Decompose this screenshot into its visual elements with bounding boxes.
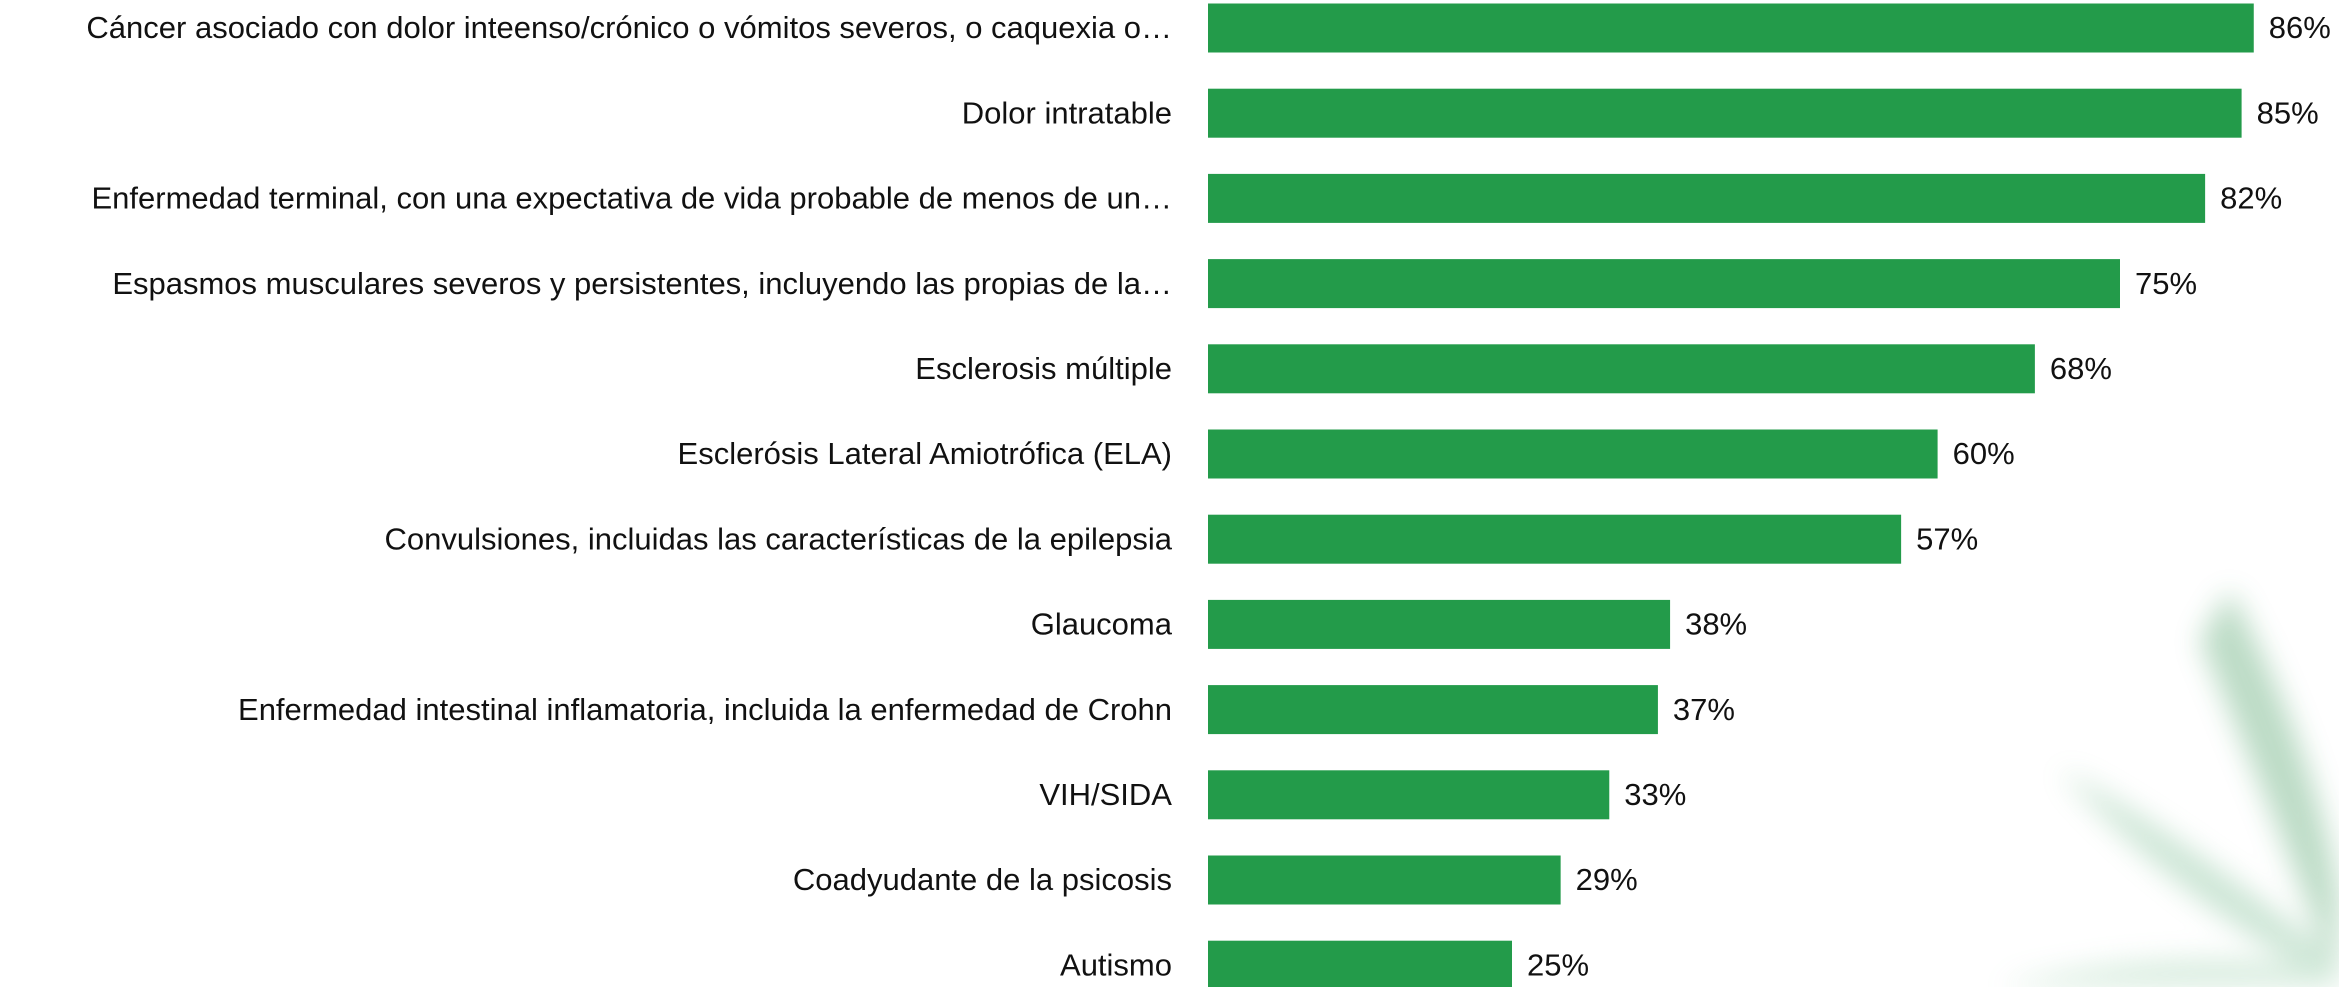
category-label: Enfermedad terminal, con una expectativa…: [91, 181, 1172, 216]
category-label: Dolor intratable: [962, 95, 1172, 130]
bar: [1208, 3, 2254, 53]
category-label: Cáncer asociado con dolor inteenso/cróni…: [86, 10, 1172, 45]
leaf-decoration: [2000, 590, 2339, 987]
category-label: Espasmos musculares severos y persistent…: [112, 266, 1172, 301]
bar: [1208, 88, 2242, 138]
category-label: Coadyudante de la psicosis: [793, 862, 1172, 897]
bar: [1208, 344, 2035, 394]
value-label: 75%: [2135, 266, 2197, 301]
value-label: 25%: [1527, 947, 1589, 982]
category-label: Enfermedad intestinal inflamatoria, incl…: [238, 692, 1172, 727]
value-label: 82%: [2220, 181, 2282, 216]
value-label: 86%: [2269, 10, 2331, 45]
value-label: 37%: [1673, 692, 1735, 727]
value-label: 60%: [1953, 436, 2015, 471]
category-label: Esclerósis Lateral Amiotrófica (ELA): [678, 436, 1172, 471]
bar: [1208, 429, 1938, 479]
bar: [1208, 514, 1902, 564]
bar: [1208, 599, 1671, 649]
bar: [1208, 685, 1658, 735]
category-label: Esclerosis múltiple: [915, 351, 1172, 386]
category-label: Autismo: [1060, 947, 1172, 982]
category-label: Convulsiones, incluidas las característi…: [385, 521, 1173, 556]
value-label: 85%: [2257, 95, 2319, 130]
bar: [1208, 855, 1561, 905]
value-label: 29%: [1576, 862, 1638, 897]
bar: [1208, 173, 2206, 223]
value-label: 57%: [1916, 521, 1978, 556]
category-label: Glaucoma: [1031, 607, 1173, 642]
bar: [1208, 259, 2120, 309]
value-label: 68%: [2050, 351, 2112, 386]
category-label: VIH/SIDA: [1039, 777, 1172, 812]
bar: [1208, 940, 1512, 987]
bar: [1208, 770, 1610, 820]
value-label: 38%: [1685, 607, 1747, 642]
value-label: 33%: [1624, 777, 1686, 812]
